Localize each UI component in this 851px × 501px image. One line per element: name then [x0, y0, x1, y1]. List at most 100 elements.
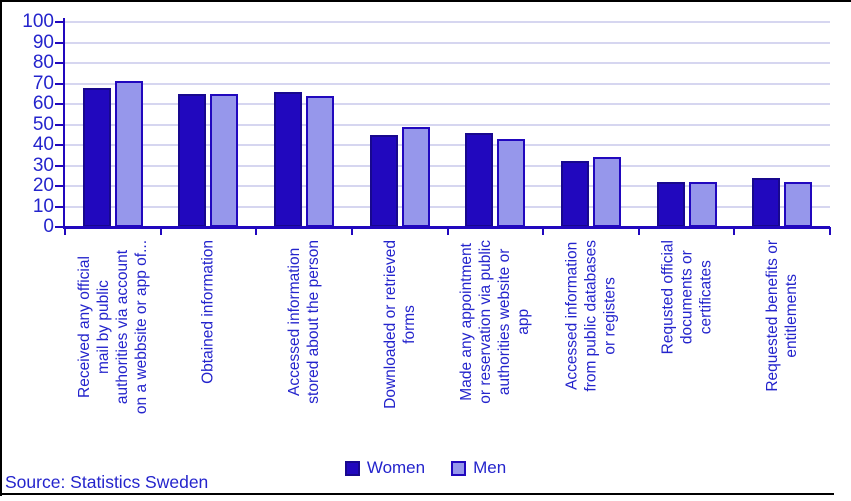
frame-border-left	[0, 0, 2, 496]
bar-group	[161, 22, 257, 227]
bar-women	[274, 91, 303, 227]
y-axis-labels: 0 10 20 30 40 50 60 70 80 90 100	[4, 12, 54, 237]
category-label-text: Accessed information from public databas…	[563, 240, 619, 392]
bar-groups	[65, 22, 830, 227]
x-tick	[446, 227, 449, 235]
legend-swatch-men	[451, 460, 467, 476]
y-tick-label: 40	[32, 134, 54, 155]
y-tick-label: 90	[32, 31, 54, 53]
bar-group	[65, 22, 161, 227]
x-tick	[542, 227, 545, 235]
y-tick-label: 10	[32, 195, 54, 217]
x-tick	[159, 227, 162, 235]
bar-men	[401, 126, 430, 227]
bar-group	[639, 22, 735, 227]
x-tick	[829, 227, 831, 235]
y-tick-100	[55, 21, 63, 23]
y-tick-label: 60	[32, 93, 54, 114]
x-axis-tick-marks	[64, 227, 831, 235]
legend-label: Women	[366, 458, 426, 477]
frame-border-top	[0, 0, 851, 2]
x-axis-line	[63, 226, 830, 229]
legend-item-women: Women	[344, 458, 426, 478]
y-tick-0	[55, 226, 63, 228]
bar-men	[784, 181, 813, 227]
x-tick	[637, 227, 640, 235]
y-tick-label: 30	[32, 154, 54, 176]
y-tick-40	[55, 144, 63, 146]
category-label-slot: Received any official mail by public aut…	[65, 240, 161, 456]
category-label-text: Made any appointment or reservation via …	[458, 240, 533, 404]
y-tick-30	[55, 164, 63, 167]
y-axis-line	[63, 18, 65, 227]
y-tick-80	[55, 62, 63, 64]
bar-women	[752, 177, 781, 227]
y-tick-label: 70	[32, 72, 54, 94]
x-tick	[733, 227, 736, 235]
gridline-90	[65, 41, 830, 44]
y-tick-10	[55, 205, 63, 208]
gridline-20	[65, 185, 830, 187]
y-tick-label: 50	[32, 113, 54, 135]
source-note: Source: Statistics Sweden	[5, 472, 209, 492]
frame-border-bottom	[0, 493, 834, 495]
gridline-10	[65, 205, 830, 208]
y-tick-50	[55, 123, 63, 126]
gridline-30	[65, 164, 830, 167]
category-label: Requested benefits or entitlements	[763, 240, 801, 456]
bar-women	[369, 134, 398, 227]
category-label: Received any official mail by public aut…	[75, 240, 151, 456]
legend-item-men: Men	[451, 458, 506, 478]
category-label: Made any appointment or reservation via …	[457, 240, 533, 456]
category-label: Accessed information from public databas…	[562, 240, 619, 456]
category-label-text: Accessed information stored about the pe…	[286, 240, 323, 404]
gridline-70	[65, 82, 830, 85]
bar-group	[448, 22, 544, 227]
bar-women	[465, 132, 494, 227]
category-label: Requsted official documents or certifica…	[658, 240, 715, 456]
y-tick-label: 80	[32, 52, 54, 73]
category-label: Accessed information stored about the pe…	[285, 240, 323, 456]
category-label-slot: Downloaded or retrieved forms	[352, 240, 448, 456]
category-label-slot: Accessed information from public databas…	[543, 240, 639, 456]
bar-men	[688, 181, 717, 227]
bar-men	[114, 81, 143, 227]
gridline-80	[65, 62, 830, 64]
category-label-text: Obtained information	[199, 240, 217, 384]
bar-group	[734, 22, 830, 227]
category-label-text: Requsted official documents or certifica…	[659, 240, 715, 355]
y-tick-60	[55, 103, 63, 105]
bar-group	[352, 22, 448, 227]
category-label: Obtained information	[199, 240, 218, 456]
legend-swatch-women	[344, 460, 360, 476]
bar-group	[256, 22, 352, 227]
category-label-slot: Requested benefits or entitlements	[734, 240, 830, 456]
bar-men	[497, 138, 526, 227]
y-tick-label: 20	[32, 175, 54, 196]
y-tick-70	[55, 82, 63, 85]
x-tick	[64, 227, 66, 235]
gridline-100	[65, 21, 830, 23]
y-tick-label: 0	[43, 216, 54, 237]
bar-women	[560, 161, 589, 227]
category-label-text: Received any official mail by public aut…	[75, 240, 150, 415]
category-label-text: Downloaded or retrieved forms	[381, 240, 418, 409]
y-tick-label: 100	[22, 11, 54, 32]
y-tick-90	[55, 41, 63, 44]
x-tick	[255, 227, 258, 235]
category-label-text: Requested benefits or entitlements	[764, 240, 801, 392]
category-label-slot: Made any appointment or reservation via …	[448, 240, 544, 456]
category-labels: Received any official mail by public aut…	[65, 240, 830, 456]
y-tick-20	[55, 185, 63, 187]
bar-women	[82, 87, 111, 227]
y-axis-tick-marks	[55, 21, 63, 228]
legend-label: Men	[473, 458, 507, 477]
bar-women	[178, 93, 207, 227]
legend: Women Men	[0, 458, 851, 478]
category-label-slot: Obtained information	[161, 240, 257, 456]
bar-men	[210, 93, 239, 227]
gridline-50	[65, 123, 830, 126]
category-label-slot: Accessed information stored about the pe…	[256, 240, 352, 456]
gridline-60	[65, 103, 830, 105]
